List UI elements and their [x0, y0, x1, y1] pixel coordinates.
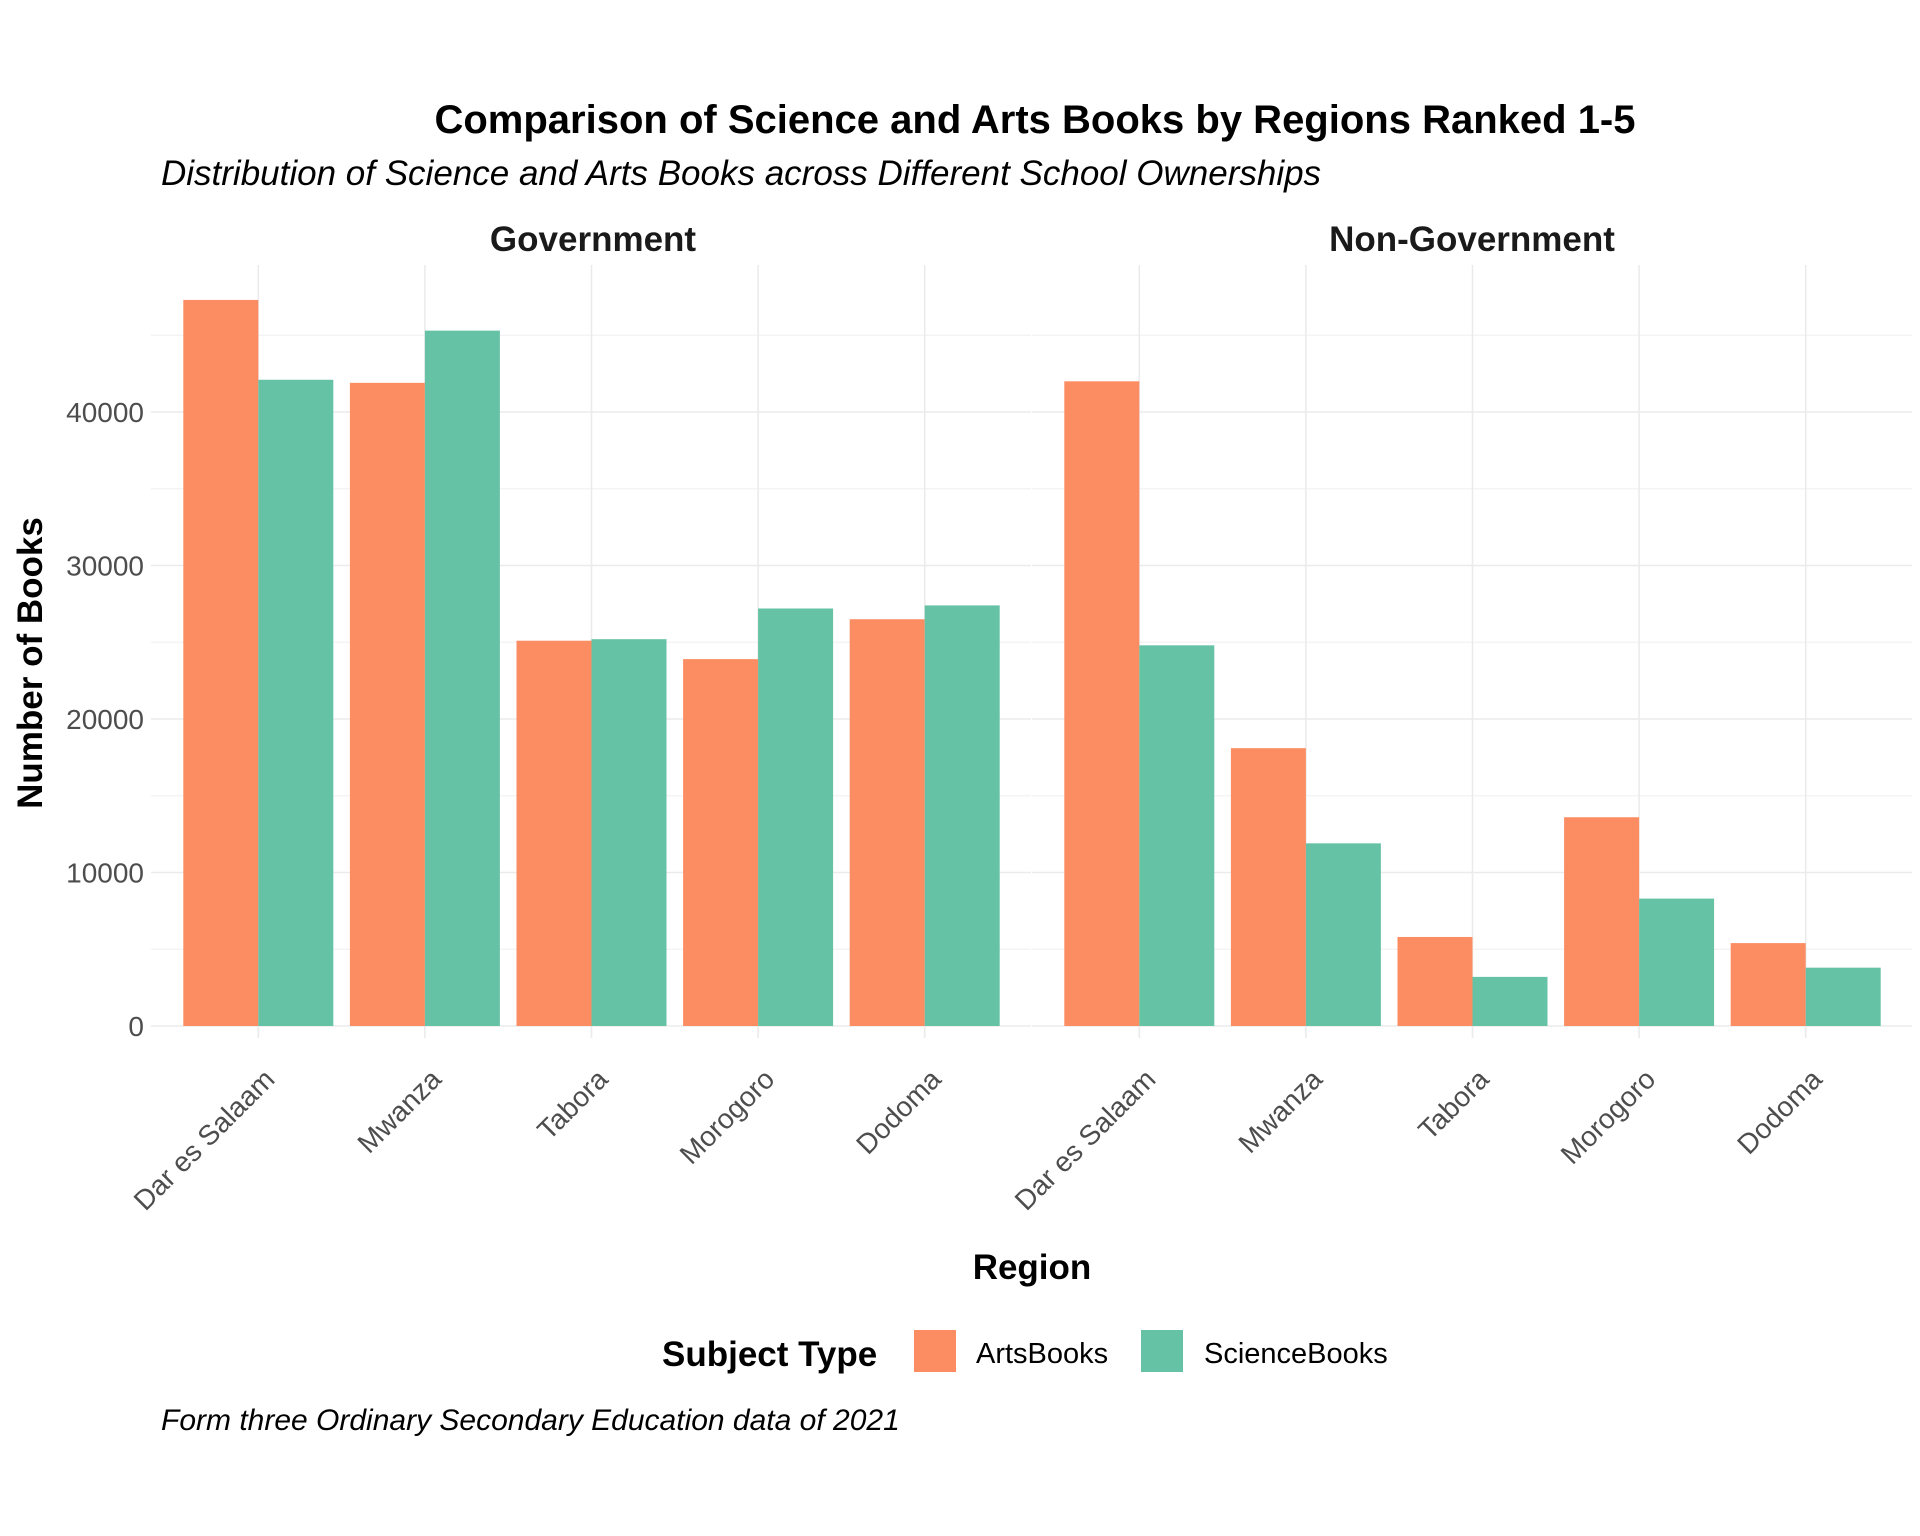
x-tick-label: Morogoro: [1555, 1063, 1662, 1170]
chart-caption: Form three Ordinary Secondary Education …: [161, 1404, 900, 1437]
bar-artsbooks-non-government-mwanza: [1230, 748, 1306, 1026]
bar-artsbooks-government-morogoro: [683, 659, 759, 1026]
y-tick-label: 20000: [66, 704, 144, 735]
y-tick-label: 10000: [66, 858, 144, 889]
x-tick-label: Tabora: [1412, 1063, 1495, 1146]
y-axis-title: Number of Books: [11, 517, 50, 809]
y-tick-label: 30000: [66, 551, 144, 582]
bar-sciencebooks-non-government-dodoma: [1805, 967, 1881, 1026]
legend: Subject Type ArtsBooks ScienceBooks: [662, 1330, 1388, 1374]
bar-sciencebooks-government-tabora: [591, 639, 667, 1026]
x-tick-label: Mwanza: [1232, 1063, 1328, 1159]
x-tick-label: Dar es Salaam: [128, 1063, 281, 1216]
panel-strip-non-government: Non-Government: [1329, 220, 1615, 259]
bar-artsbooks-government-dodoma: [849, 619, 925, 1026]
x-tick-label: Morogoro: [674, 1063, 781, 1170]
x-tick-label: Tabora: [531, 1063, 614, 1146]
x-tick-label: Dodoma: [850, 1063, 947, 1160]
chart-title: Comparison of Science and Arts Books by …: [434, 98, 1635, 142]
panel-non-government: Dar es Salaam Mwanza Tabora Morogoro Dodoma: [1009, 265, 1912, 1216]
bar-sciencebooks-government-morogoro: [758, 608, 834, 1026]
y-axis: 0 10000 20000 30000 40000: [66, 397, 144, 1042]
legend-swatch-artsbooks: [914, 1330, 956, 1372]
legend-label-artsbooks: ArtsBooks: [976, 1338, 1108, 1370]
bar-artsbooks-non-government-tabora: [1397, 936, 1473, 1026]
bar-sciencebooks-non-government-morogoro: [1639, 898, 1715, 1026]
bar-artsbooks-non-government-dar-es-salaam: [1064, 381, 1140, 1026]
bar-sciencebooks-government-dar-es-salaam: [258, 379, 334, 1026]
legend-label-sciencebooks: ScienceBooks: [1204, 1338, 1388, 1370]
bar-sciencebooks-non-government-mwanza: [1305, 843, 1381, 1026]
x-tick-label: Dar es Salaam: [1009, 1063, 1162, 1216]
bar-artsbooks-government-mwanza: [349, 382, 425, 1027]
legend-swatch-sciencebooks: [1141, 1330, 1183, 1372]
legend-title: Subject Type: [662, 1335, 877, 1374]
chart-subtitle: Distribution of Science and Arts Books a…: [161, 154, 1321, 193]
x-tick-label: Dodoma: [1731, 1063, 1828, 1160]
x-tick-label: Mwanza: [351, 1063, 447, 1159]
panel-strip-government: Government: [490, 220, 696, 259]
bar-artsbooks-government-tabora: [516, 640, 592, 1026]
bar-sciencebooks-non-government-dar-es-salaam: [1139, 645, 1215, 1026]
panel-government: Dar es Salaam Mwanza Tabora Morogoro Dodoma: [128, 265, 1031, 1216]
y-tick-label: 0: [128, 1011, 144, 1042]
bar-sciencebooks-government-dodoma: [924, 605, 1000, 1026]
bar-artsbooks-government-dar-es-salaam: [183, 299, 259, 1026]
bar-artsbooks-non-government-morogoro: [1564, 817, 1640, 1026]
y-tick-label: 40000: [66, 397, 144, 428]
x-axis-title: Region: [973, 1248, 1092, 1287]
bar-sciencebooks-non-government-tabora: [1472, 976, 1548, 1026]
bar-artsbooks-non-government-dodoma: [1730, 943, 1806, 1026]
bar-sciencebooks-government-mwanza: [424, 330, 500, 1026]
